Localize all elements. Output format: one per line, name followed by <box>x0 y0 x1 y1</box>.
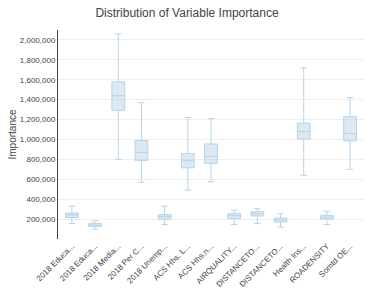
svg-text:2,000,000: 2,000,000 <box>20 36 56 45</box>
svg-text:Distribution of Variable Impor: Distribution of Variable Importance <box>95 6 279 20</box>
svg-text:1,000,000: 1,000,000 <box>20 135 56 144</box>
svg-text:2018 Media...: 2018 Media... <box>82 242 123 283</box>
svg-text:1,600,000: 1,600,000 <box>20 76 56 85</box>
svg-text:Importance: Importance <box>7 109 18 159</box>
svg-text:200,000: 200,000 <box>26 215 55 224</box>
svg-text:DISTANCETO...: DISTANCETO... <box>238 242 285 289</box>
svg-text:2018 Educa...: 2018 Educa... <box>35 242 76 283</box>
svg-text:ACS Hhs. L...: ACS Hhs. L... <box>151 242 192 283</box>
svg-text:2018 Educa...: 2018 Educa... <box>58 242 99 283</box>
svg-text:2018 Per C...: 2018 Per C... <box>106 242 146 282</box>
svg-text:1,200,000: 1,200,000 <box>20 115 56 124</box>
svg-text:ROADENSITY: ROADENSITY <box>288 241 332 285</box>
svg-text:600,000: 600,000 <box>26 175 55 184</box>
svg-text:Somtd OE...: Somtd OE... <box>317 242 354 279</box>
svg-text:1,800,000: 1,800,000 <box>20 56 56 65</box>
svg-text:1,400,000: 1,400,000 <box>20 95 56 104</box>
svg-text:800,000: 800,000 <box>26 155 55 164</box>
svg-text:AIRQUALITY...: AIRQUALITY... <box>194 242 238 286</box>
svg-text:2018 Unemp...: 2018 Unemp... <box>125 242 168 285</box>
svg-text:ACS Hhs.n...: ACS Hhs.n... <box>176 242 215 281</box>
svg-text:Health Ins...: Health Ins... <box>271 242 308 279</box>
svg-text:DISTANCETO...: DISTANCETO... <box>215 242 262 289</box>
svg-text:400,000: 400,000 <box>26 195 55 204</box>
